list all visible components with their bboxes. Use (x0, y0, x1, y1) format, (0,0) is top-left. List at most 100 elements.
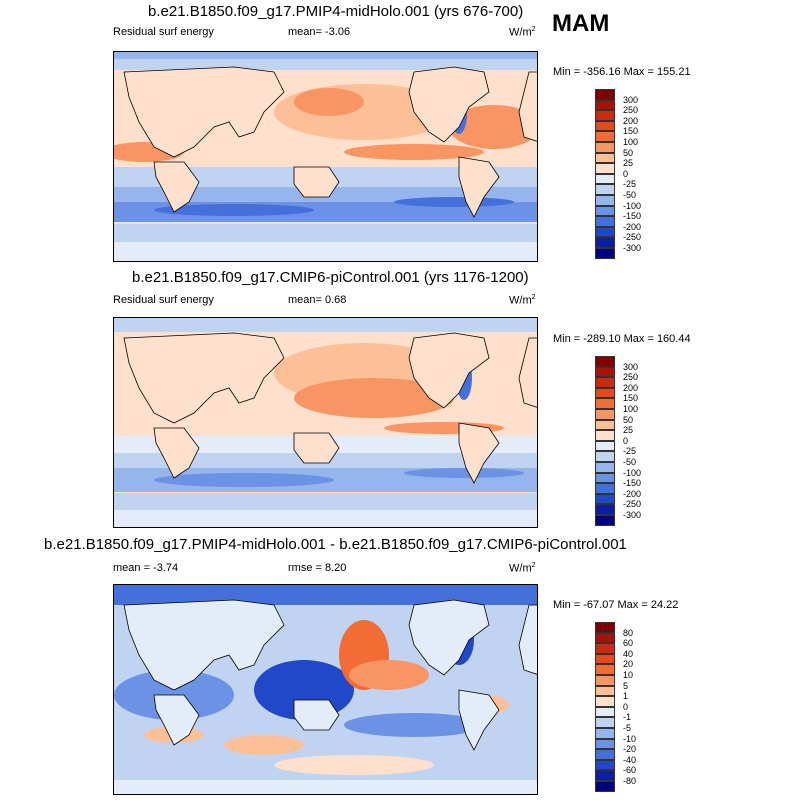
colorbar-tick-label: -100 (623, 200, 642, 211)
colorbar-tick-label: 50 (623, 414, 634, 425)
colorbar-tick-label: 80 (623, 627, 634, 638)
colorbar-tick-label: -80 (623, 776, 637, 786)
colorbar-swatch (595, 184, 615, 195)
colorbar-swatch (595, 493, 615, 505)
panel-2-units: W/m2 (509, 294, 536, 307)
colorbar-tick-label: 0 (623, 435, 629, 446)
colorbar-tick-label: -5 (623, 723, 632, 733)
panel-1-map (113, 51, 538, 262)
colorbar-swatch (595, 226, 615, 238)
panel-3-title: b.e21.B1850.f09_g17.PMIP4-midHolo.001 - … (44, 536, 627, 553)
season-label: MAM (552, 10, 610, 37)
colorbar-tick-label: -200 (623, 221, 642, 232)
panel-1-min-max: Min = -356.16 Max = 155.21 (553, 66, 691, 78)
colorbar-swatch (595, 366, 615, 378)
colorbar-swatch (595, 216, 615, 227)
colorbar-tick-label: -25 (623, 179, 637, 190)
colorbar-swatch (595, 163, 615, 174)
colorbar-tick-label: 40 (623, 648, 634, 659)
colorbar-swatch (595, 675, 615, 686)
panel-2-colorbar: 300 250 200 150 100 50 25 0 -25 -50 -100… (595, 356, 641, 526)
panel-2-map (113, 317, 538, 528)
colorbar-tick-label: -60 (623, 765, 637, 776)
colorbar-swatch (595, 205, 615, 217)
panel-1-colorbar: 300 250 200 150 100 50 25 0 -25 -50 -100… (595, 89, 641, 259)
colorbar-swatch (595, 173, 615, 185)
colorbar-tick-label: 100 (623, 404, 639, 414)
colorbar-tick-label: 300 (623, 361, 639, 372)
colorbar-tick-label: -20 (623, 744, 637, 755)
colorbar-swatch (595, 110, 615, 121)
panel-1-mean-label: mean= -3.06 (288, 26, 351, 38)
panel-2-variable-label: Residual surf energy (113, 294, 214, 306)
colorbar-swatch (595, 472, 615, 484)
colorbar-tick-label: 10 (623, 670, 634, 680)
colorbar-tick-label: 20 (623, 659, 634, 670)
colorbar-swatch (595, 89, 615, 100)
colorbar-tick-label: 150 (623, 393, 639, 404)
colorbar-swatch (595, 685, 615, 697)
colorbar-tick-label: 200 (623, 382, 639, 393)
colorbar-swatch (595, 195, 615, 206)
colorbar-swatch (595, 419, 615, 431)
colorbar-swatch (595, 515, 615, 526)
colorbar-tick-label: 5 (623, 680, 629, 691)
colorbar-swatch (595, 504, 615, 515)
colorbar-swatch (595, 356, 615, 367)
colorbar-swatch (595, 706, 615, 718)
colorbar-tick-label: 300 (623, 94, 639, 105)
panel-1-units: W/m2 (509, 26, 536, 39)
colorbar-tick-label: -50 (623, 457, 637, 467)
panel-3-colorbar: 80 60 40 20 10 5 1 0 -1 -5 -10 -20 -40 -… (595, 622, 636, 792)
panel-2-mean-label: mean= 0.68 (288, 294, 347, 306)
panel-1-variable-label: Residual surf energy (113, 26, 214, 38)
colorbar-tick-label: -25 (623, 446, 637, 457)
colorbar-tick-label: -1 (623, 712, 632, 723)
colorbar-tick-label: -150 (623, 211, 642, 222)
colorbar-tick-label: -250 (623, 232, 642, 243)
colorbar-swatch (595, 387, 615, 399)
colorbar-swatch (595, 462, 615, 473)
colorbar-tick-label: 25 (623, 425, 634, 436)
colorbar-swatch (595, 430, 615, 441)
colorbar-swatch (595, 728, 615, 739)
colorbar-swatch (595, 131, 615, 142)
colorbar-swatch (595, 632, 615, 644)
colorbar-swatch (595, 99, 615, 111)
colorbar-tick-label: 50 (623, 147, 634, 158)
panel-3-map (113, 584, 538, 795)
colorbar-swatch (595, 398, 615, 409)
colorbar-tick-label: 250 (623, 372, 639, 383)
colorbar-swatch (595, 664, 615, 675)
panel-3-rmse-label: rmse = 8.20 (288, 562, 347, 574)
colorbar-swatch (595, 440, 615, 452)
colorbar-swatch (595, 770, 615, 781)
colorbar-tick-label: 150 (623, 126, 639, 137)
colorbar-swatch (595, 483, 615, 494)
colorbar-tick-label: -50 (623, 190, 637, 200)
colorbar-swatch (595, 749, 615, 760)
colorbar-tick-label: -10 (623, 733, 637, 744)
colorbar-swatch (595, 142, 615, 153)
panel-3-min-max: Min = -67.07 Max = 24.22 (553, 599, 679, 611)
colorbar-tick-label: -40 (623, 754, 637, 765)
colorbar-tick-label: 60 (623, 638, 634, 649)
colorbar-tick-label: 1 (623, 691, 629, 702)
colorbar-swatch (595, 409, 615, 420)
colorbar-swatch (595, 120, 615, 132)
panel-2-min-max: Min = -289.10 Max = 160.44 (553, 333, 691, 345)
panel-1-title: b.e21.B1850.f09_g17.PMIP4-midHolo.001 (y… (148, 3, 524, 20)
colorbar-swatch (595, 237, 615, 248)
colorbar-tick-label: 200 (623, 115, 639, 126)
colorbar-tick-label: 0 (623, 701, 629, 712)
colorbar-swatch (595, 738, 615, 750)
panel-3-mean-label: mean = -3.74 (113, 562, 179, 574)
colorbar-swatch (595, 377, 615, 388)
panel-3-units: W/m2 (509, 562, 536, 575)
colorbar-tick-label: 100 (623, 137, 639, 147)
colorbar-swatch (595, 622, 615, 633)
colorbar-tick-label: 250 (623, 105, 639, 116)
colorbar-swatch (595, 717, 615, 728)
colorbar-tick-label: -100 (623, 467, 642, 478)
colorbar-swatch (595, 696, 615, 707)
